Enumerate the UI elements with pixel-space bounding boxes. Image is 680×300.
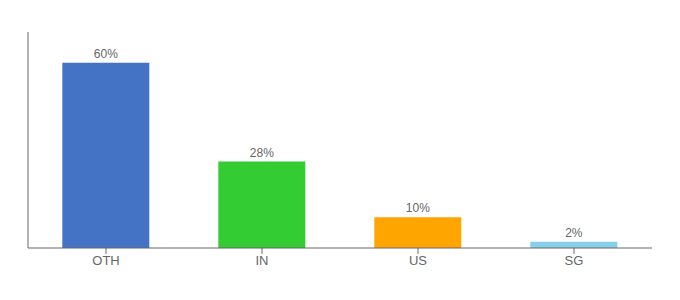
svg-text:10%: 10% xyxy=(406,201,430,215)
svg-text:OTH: OTH xyxy=(92,253,119,268)
svg-text:SG: SG xyxy=(565,253,584,268)
svg-text:US: US xyxy=(409,253,427,268)
svg-text:IN: IN xyxy=(256,253,269,268)
svg-text:28%: 28% xyxy=(250,146,274,160)
svg-text:2%: 2% xyxy=(565,226,583,240)
svg-text:60%: 60% xyxy=(94,47,118,61)
